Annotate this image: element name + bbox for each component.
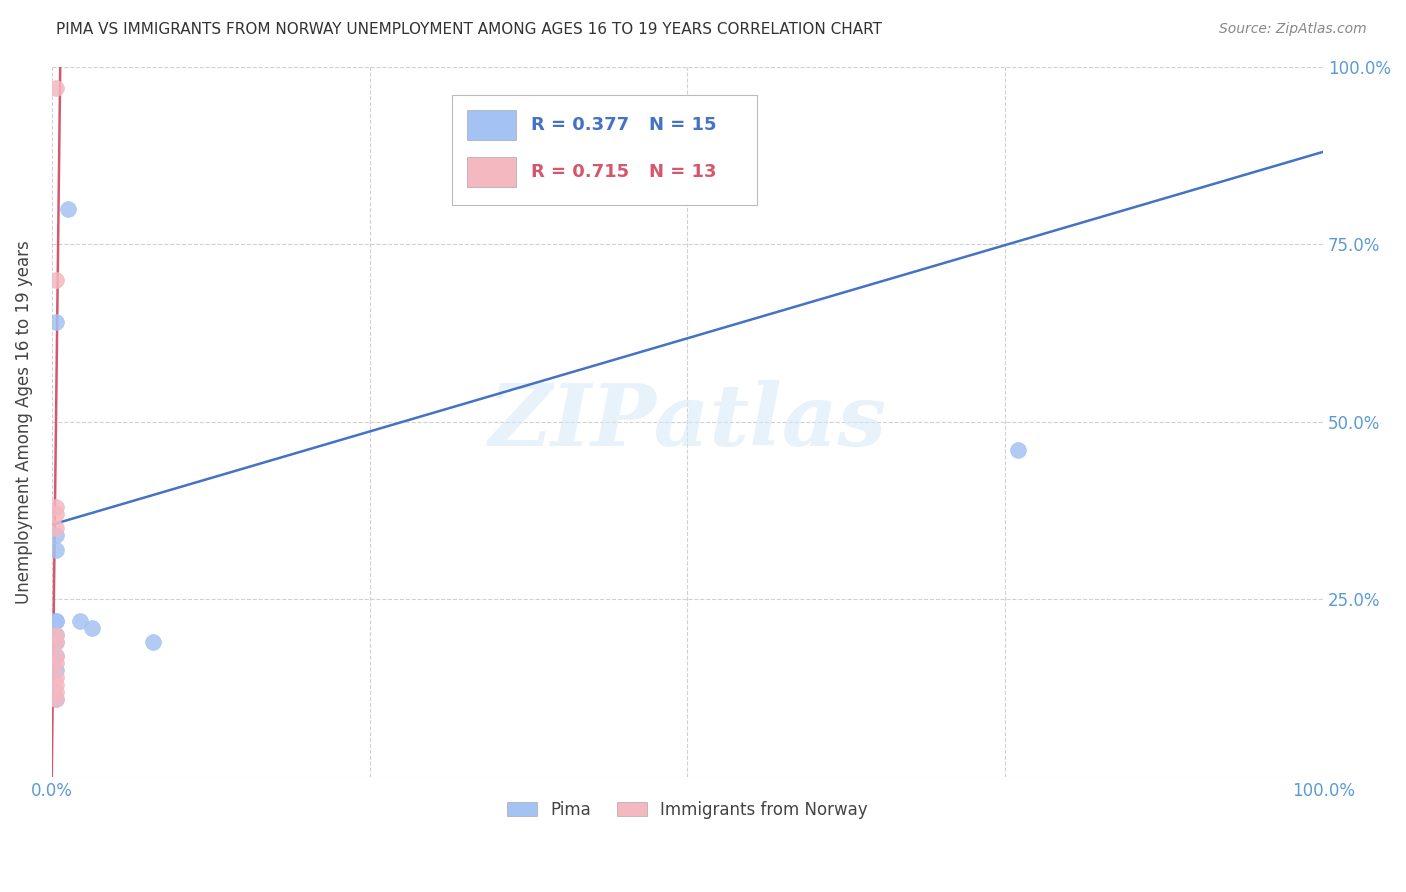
Point [82,621,104,635]
Point [45,521,67,535]
Point [45,628,67,642]
Point [45,614,67,628]
Point [45,649,67,664]
Text: ZIPatlas: ZIPatlas [488,380,887,464]
Point [58,202,80,216]
Point [45,649,67,664]
Point [142,635,165,649]
FancyBboxPatch shape [467,110,516,140]
Y-axis label: Unemployment Among Ages 16 to 19 years: Unemployment Among Ages 16 to 19 years [15,240,32,604]
Point [45,500,67,514]
Point [45,684,67,698]
Point [45,273,67,287]
Point [45,663,67,677]
Point [45,614,67,628]
FancyBboxPatch shape [453,95,758,205]
Text: N = 13: N = 13 [650,162,717,181]
Point [45,507,67,521]
Point [1007,443,1029,458]
Point [45,315,67,329]
Text: Source: ZipAtlas.com: Source: ZipAtlas.com [1219,22,1367,37]
Legend: Pima, Immigrants from Norway: Pima, Immigrants from Norway [501,794,875,825]
Text: N = 15: N = 15 [650,116,717,134]
Point [69,614,91,628]
Text: PIMA VS IMMIGRANTS FROM NORWAY UNEMPLOYMENT AMONG AGES 16 TO 19 YEARS CORRELATIO: PIMA VS IMMIGRANTS FROM NORWAY UNEMPLOYM… [56,22,882,37]
Point [45,542,67,557]
Point [45,677,67,691]
Point [45,628,67,642]
FancyBboxPatch shape [467,157,516,186]
Point [45,691,67,706]
Point [45,81,67,95]
Text: R = 0.715: R = 0.715 [531,162,630,181]
Text: R = 0.377: R = 0.377 [531,116,630,134]
Point [45,691,67,706]
Point [45,528,67,542]
Point [45,670,67,684]
Point [45,657,67,671]
Point [45,635,67,649]
Point [45,635,67,649]
